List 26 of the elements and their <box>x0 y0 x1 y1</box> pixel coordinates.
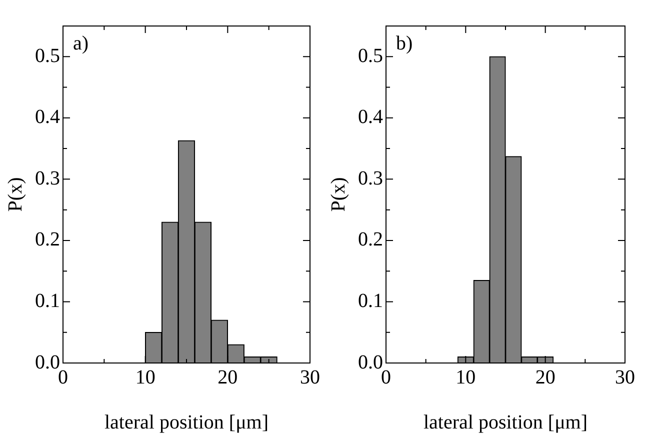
y-tick-label: 0.2 <box>358 228 383 251</box>
y-tick-label: 0.1 <box>358 290 383 312</box>
y-axis-title: P(x) <box>4 177 26 212</box>
x-tick-label: 10 <box>135 366 156 388</box>
y-tick-label: 0.1 <box>35 290 60 312</box>
x-tick-label: 20 <box>535 366 556 388</box>
x-axis-title: lateral position [μm] <box>423 411 588 434</box>
y-tick-label: 0.0 <box>358 351 383 374</box>
y-tick-label: 0.0 <box>35 351 60 374</box>
annotation: b) <box>396 32 413 54</box>
y-tick-label: 0.5 <box>35 44 60 67</box>
x-axis-title: lateral position [μm] <box>104 411 269 434</box>
x-tick-label: 0 <box>58 366 68 388</box>
y-tick-label: 0.3 <box>358 167 383 190</box>
x-tick-label: 10 <box>456 366 476 388</box>
y-axis-title: P(x) <box>327 177 350 212</box>
x-tick-label: 20 <box>218 366 238 388</box>
annotation: a) <box>73 32 89 54</box>
x-tick-label: 30 <box>300 366 320 388</box>
y-tick-label: 0.3 <box>35 167 60 190</box>
y-tick-label: 0.5 <box>358 44 383 67</box>
x-tick-label: 30 <box>615 366 635 388</box>
y-tick-label: 0.4 <box>35 106 60 128</box>
y-tick-label: 0.4 <box>358 106 383 128</box>
y-tick-label: 0.2 <box>35 228 60 251</box>
x-tick-label: 0 <box>381 366 391 388</box>
